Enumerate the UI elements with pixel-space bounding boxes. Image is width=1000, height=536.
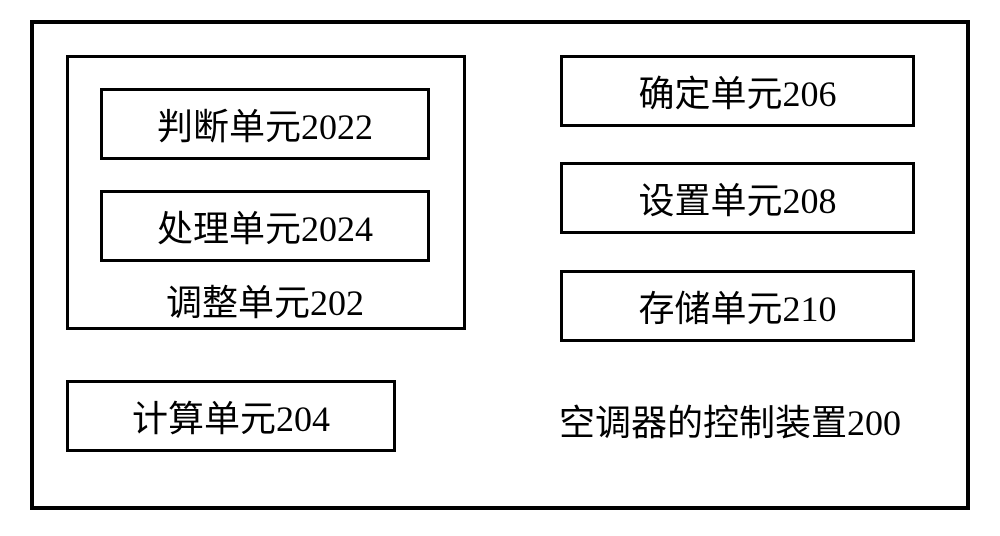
processing-unit-box: 处理单元2024 [100, 190, 430, 262]
adjustment-unit-label: 调整单元202 [100, 275, 430, 325]
setting-unit-box: 设置单元208 [560, 162, 915, 234]
storage-unit-box: 存储单元210 [560, 270, 915, 342]
adjustment-unit-label-text: 调整单元202 [166, 274, 364, 326]
processing-unit-text: 处理单元2024 [157, 200, 373, 252]
judgment-unit-text: 判断单元2022 [157, 98, 373, 150]
determination-unit-text: 确定单元206 [638, 65, 836, 117]
device-label-text: 空调器的控制装置200 [559, 394, 901, 446]
setting-unit-text: 设置单元208 [638, 172, 836, 224]
calculation-unit-box: 计算单元204 [66, 380, 396, 452]
determination-unit-box: 确定单元206 [560, 55, 915, 127]
device-label: 空调器的控制装置200 [525, 395, 935, 445]
judgment-unit-box: 判断单元2022 [100, 88, 430, 160]
storage-unit-text: 存储单元210 [638, 280, 836, 332]
calculation-unit-text: 计算单元204 [132, 390, 330, 442]
